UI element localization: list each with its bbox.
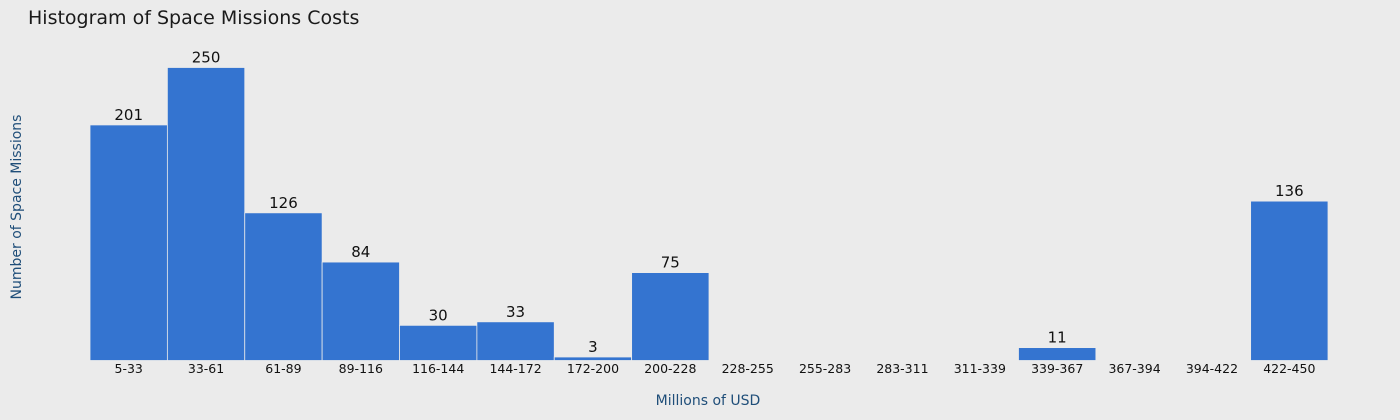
x-tick-label: 116-144 <box>412 361 464 376</box>
bar-value-label: 126 <box>269 194 298 212</box>
bar-value-label: 201 <box>114 106 143 124</box>
histogram-bar-5-33 <box>89 124 168 361</box>
x-tick-label: 339-367 <box>1031 361 1083 376</box>
histogram-bar-61-89 <box>244 212 323 361</box>
x-tick-label: 200-228 <box>644 361 696 376</box>
x-tick-label: 5-33 <box>115 361 143 376</box>
bar-value-label: 3 <box>588 338 598 356</box>
x-axis-label: Millions of USD <box>655 393 761 409</box>
histogram-bar-172-200 <box>553 356 633 361</box>
histogram-bar-339-367 <box>1018 347 1097 361</box>
x-tick-label: 228-255 <box>722 361 774 376</box>
bar-value-label: 75 <box>661 254 680 272</box>
histogram-bar-116-144 <box>399 324 478 361</box>
x-tick-label: 367-394 <box>1108 361 1160 376</box>
bar-value-label: 30 <box>429 306 448 324</box>
bar-value-label: 250 <box>192 49 221 67</box>
x-tick-label: 311-339 <box>954 361 1006 376</box>
x-tick-label: 422-450 <box>1263 361 1315 376</box>
histogram-bar-422-450 <box>1250 200 1329 361</box>
histogram-bar-33-61 <box>166 67 246 361</box>
bar-value-label: 84 <box>351 243 370 261</box>
x-tick-label: 172-200 <box>567 361 619 376</box>
x-tick-label: 255-283 <box>799 361 851 376</box>
histogram-bar-89-116 <box>321 261 400 361</box>
chart-title: Histogram of Space Missions Costs <box>28 7 360 29</box>
histogram-bar-144-172 <box>476 321 555 361</box>
x-tick-label: 144-172 <box>489 361 541 376</box>
x-tick-label: 394-422 <box>1186 361 1238 376</box>
x-tick-label: 33-61 <box>188 361 224 376</box>
bar-value-label: 136 <box>1275 182 1304 200</box>
x-tick-label: 61-89 <box>265 361 301 376</box>
bar-value-label: 11 <box>1048 329 1067 347</box>
bar-value-label: 33 <box>506 303 525 321</box>
histogram-bar-200-228 <box>631 272 710 361</box>
x-tick-label: 89-116 <box>339 361 383 376</box>
x-tick-label: 283-311 <box>876 361 928 376</box>
